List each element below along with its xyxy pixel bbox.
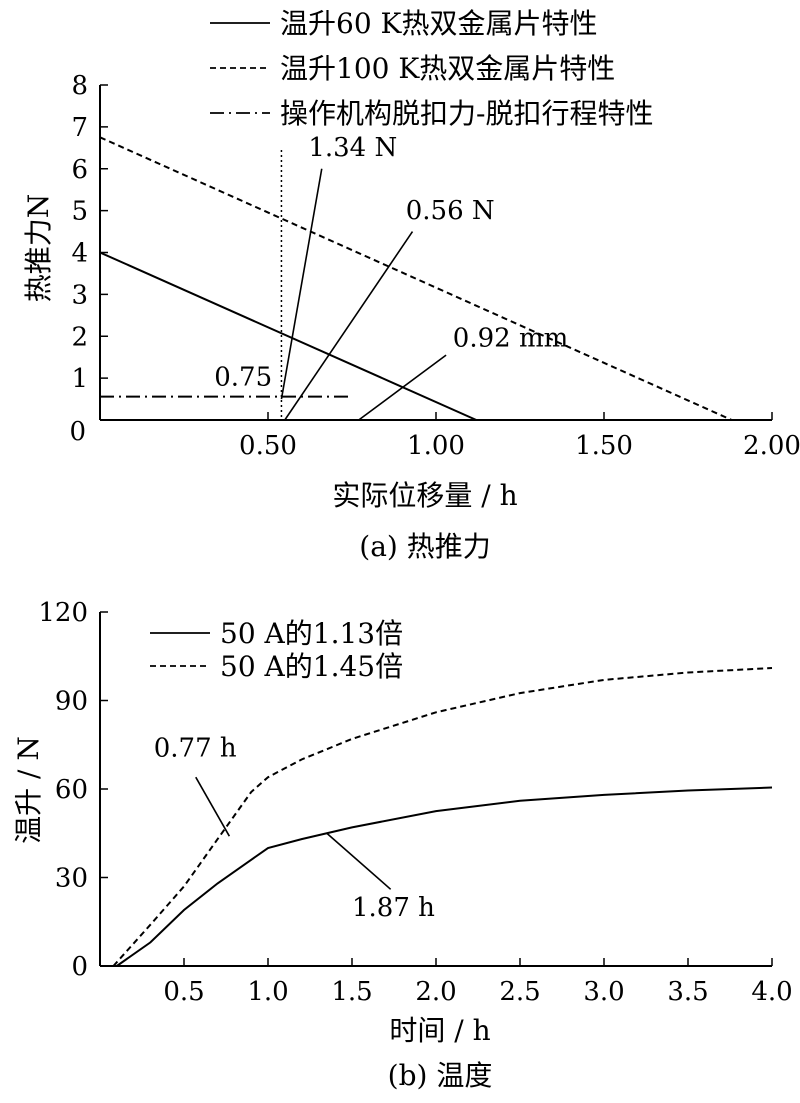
y-tick-label: 7	[71, 113, 88, 143]
x-tick-label: 4.0	[751, 977, 792, 1007]
y-tick-label: 0	[71, 952, 88, 982]
y-tick-label: 6	[71, 155, 88, 185]
x-tick-label: 1.50	[575, 431, 633, 461]
y-tick-label: 8	[71, 71, 88, 101]
y-tick-label: 2	[71, 322, 88, 352]
y-axis-title: 热推力N	[22, 194, 55, 303]
x-tick-label: 2.00	[743, 431, 800, 461]
x-tick-label: 1.00	[407, 431, 465, 461]
annotation-leader	[326, 832, 392, 890]
annotation-leader	[195, 776, 231, 837]
y-tick-label: 90	[55, 687, 88, 717]
series-line-1	[116, 786, 773, 967]
chart-caption: (b) 温度	[388, 1059, 493, 1092]
annotation-label: 1.87 h	[352, 893, 435, 923]
annotation-label: 0.77 h	[154, 734, 237, 764]
y-tick-label: 30	[55, 864, 88, 894]
y-tick-label: 4	[71, 239, 88, 269]
annotation-label: 0.56 N	[406, 196, 495, 226]
series-line-2	[99, 136, 733, 421]
legend-label-3: 操作机构脱扣力-脱扣行程特性	[280, 97, 653, 130]
y-tick-label: 60	[55, 775, 88, 805]
series-line-2	[112, 667, 773, 967]
chart-thermal-thrust: 0.50 1.00 1.50 2.00 0 1 2 3 4 5 6 7 8 1.34 N 0.56 N 0.…	[22, 7, 800, 563]
y-tick-label: 1	[71, 364, 88, 394]
series-line-1	[99, 251, 477, 421]
x-tick-label: 0.50	[239, 431, 297, 461]
x-tick-label: 3.5	[667, 977, 708, 1007]
x-axis-title: 时间 / h	[389, 1014, 490, 1047]
chart-temperature-rise: 0.5 1.0 1.5 2.0 2.5 3.0 3.5 4.0 0 30 60 90 120 0.77 …	[12, 598, 793, 1092]
chart-caption: (a) 热推力	[359, 530, 490, 563]
x-tick-label: 2.0	[415, 977, 456, 1007]
y-tick-label: 3	[71, 280, 88, 310]
x-tick-label: 1.5	[331, 977, 372, 1007]
annotation-leader	[358, 354, 447, 421]
legend-label-2: 50 A的1.45倍	[220, 650, 403, 683]
y-tick-label: 5	[71, 197, 88, 227]
legend-label-1: 温升60 K热双金属片特性	[280, 7, 597, 40]
y-axis-title: 温升 / N	[12, 736, 45, 844]
y-tick-label: 120	[38, 598, 88, 628]
x-axis-title: 实际位移量 / h	[332, 479, 517, 512]
annotation-leader	[284, 231, 414, 421]
x-tick-label: 0.5	[163, 977, 204, 1007]
annotation-label: 1.34 N	[308, 133, 397, 163]
legend-label-1: 50 A的1.13倍	[220, 617, 403, 650]
annotation-leader	[280, 168, 323, 400]
legend-label-2: 温升100 K热双金属片特性	[280, 52, 615, 85]
x-tick-label: 1.0	[247, 977, 288, 1007]
x-origin-label: 0	[69, 417, 86, 447]
x-tick-label: 2.5	[499, 977, 540, 1007]
x-tick-label: 3.0	[583, 977, 624, 1007]
annotation-label: 0.75	[214, 363, 272, 393]
annotation-label: 0.92 mm	[453, 324, 568, 354]
